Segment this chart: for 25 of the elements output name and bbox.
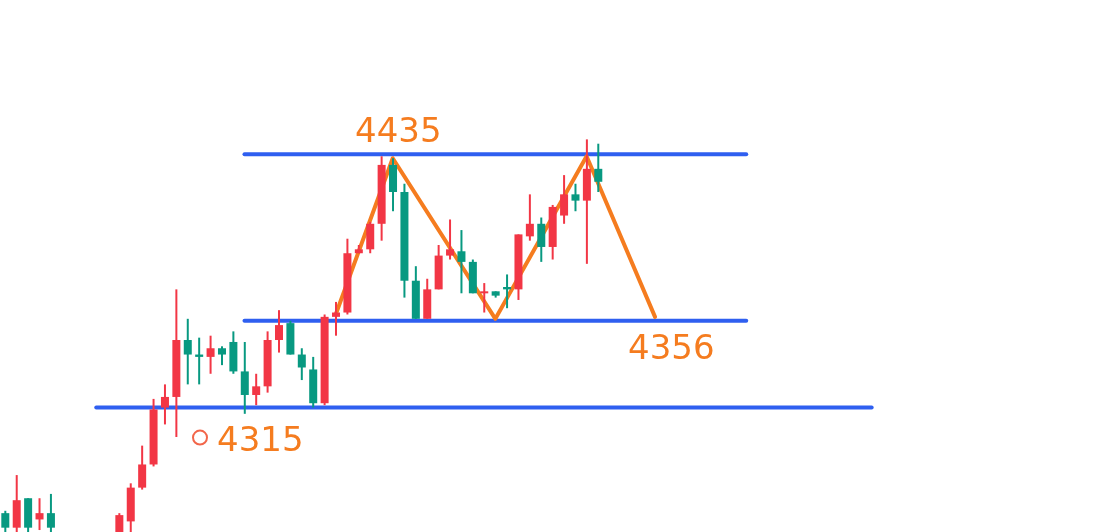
candlestick bbox=[160, 383, 169, 426]
candlestick bbox=[252, 372, 261, 407]
candlestick bbox=[1, 509, 10, 532]
candlestick bbox=[480, 282, 489, 314]
candlestick bbox=[571, 182, 580, 213]
candlestick bbox=[446, 218, 455, 261]
candlestick bbox=[297, 347, 306, 382]
candlestick bbox=[183, 317, 192, 386]
candlestick bbox=[332, 300, 341, 337]
candlestick bbox=[115, 512, 124, 532]
annotation: 4356 bbox=[628, 326, 715, 367]
candlestick bbox=[525, 193, 534, 242]
candlestick bbox=[240, 340, 249, 415]
candlestick bbox=[537, 216, 546, 263]
candlestick bbox=[206, 334, 215, 375]
candlestick bbox=[594, 142, 603, 193]
candlestick bbox=[457, 229, 466, 295]
candlestick bbox=[217, 345, 226, 367]
annotation: 4315 bbox=[217, 418, 304, 459]
candlestick bbox=[35, 497, 44, 532]
candlestick bbox=[560, 174, 569, 225]
annotation: 4435 bbox=[355, 110, 442, 151]
candlestick bbox=[138, 444, 147, 491]
candlestick bbox=[275, 309, 283, 354]
candlestick bbox=[46, 492, 55, 532]
